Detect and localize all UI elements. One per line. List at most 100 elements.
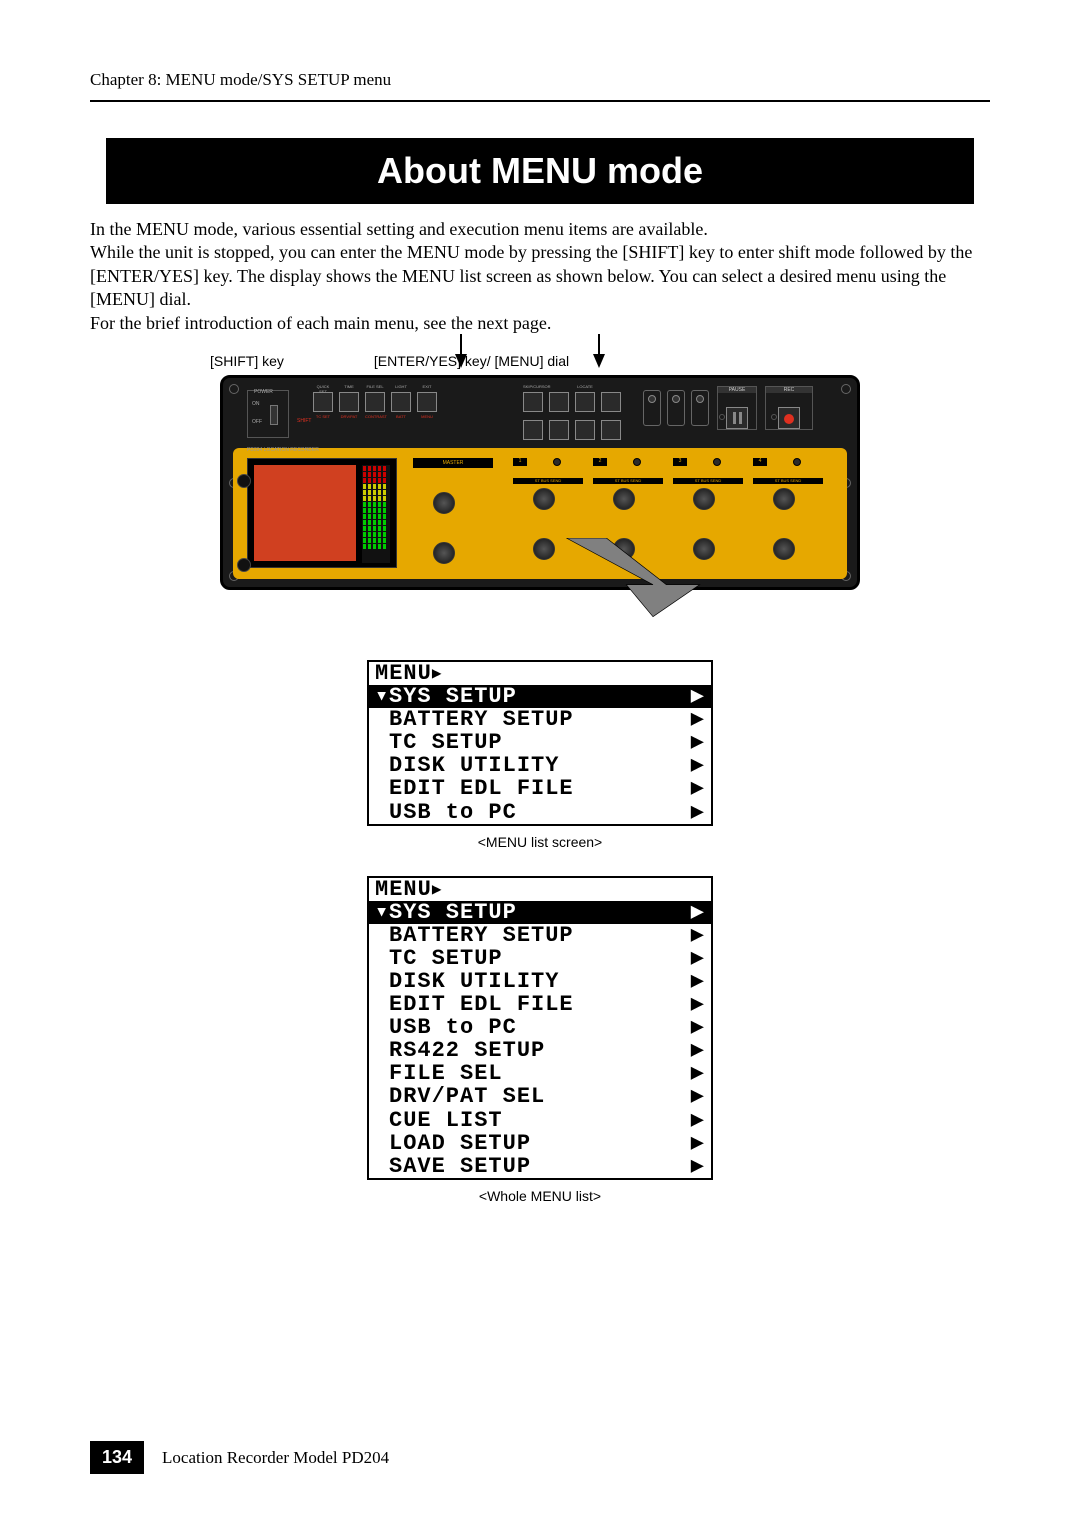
triangle-right-icon: ▶ bbox=[432, 881, 443, 899]
rec-button[interactable] bbox=[778, 407, 800, 429]
menu-list-screen: MENU▶ ▾ SYS SETUP ▶ BATTERY SETUP▶TC SET… bbox=[367, 660, 713, 826]
device-button[interactable] bbox=[523, 392, 543, 412]
triangle-right-icon: ▶ bbox=[691, 685, 705, 708]
power-switch-block[interactable]: POWER ON OFF bbox=[247, 390, 289, 438]
menu-item-label: EDIT EDL FILE bbox=[389, 993, 691, 1016]
menu-item-lead bbox=[375, 1132, 389, 1155]
menu-item-lead bbox=[375, 1062, 389, 1085]
menu-item-label: DRV/PAT SEL bbox=[389, 1085, 691, 1108]
rec-block: REC bbox=[765, 386, 813, 430]
menu-item-label: SYS SETUP bbox=[389, 685, 691, 708]
triangle-right-icon: ▶ bbox=[691, 801, 705, 824]
device-button[interactable] bbox=[417, 392, 437, 412]
triangle-right-icon: ▶ bbox=[691, 970, 705, 993]
triangle-right-icon: ▶ bbox=[691, 1085, 705, 1108]
toggle-switch[interactable] bbox=[643, 390, 661, 426]
menu-item[interactable]: EDIT EDL FILE▶ bbox=[369, 777, 711, 800]
power-switch[interactable] bbox=[270, 405, 278, 425]
triangle-right-icon: ▶ bbox=[691, 947, 705, 970]
menu-item-lead bbox=[375, 1016, 389, 1039]
device-button[interactable] bbox=[575, 420, 595, 440]
channel-send-knob[interactable] bbox=[533, 488, 555, 510]
menu-item[interactable]: RS422 SETUP▶ bbox=[369, 1039, 711, 1062]
master-label: MASTER bbox=[413, 458, 493, 468]
device-button[interactable] bbox=[339, 392, 359, 412]
menu-item[interactable]: DISK UTILITY▶ bbox=[369, 754, 711, 777]
menu-item-label: EDIT EDL FILE bbox=[389, 777, 691, 800]
master-knob-2[interactable] bbox=[433, 542, 455, 564]
device-button[interactable] bbox=[523, 420, 543, 440]
menu-item[interactable]: USB to PC▶ bbox=[369, 801, 711, 824]
menu-item-label: DISK UTILITY bbox=[389, 970, 691, 993]
menu-item[interactable]: EDIT EDL FILE▶ bbox=[369, 993, 711, 1016]
toggle-switch[interactable] bbox=[691, 390, 709, 426]
shift-key-label: [SHIFT] key bbox=[210, 353, 370, 369]
menu-item-lead bbox=[375, 1109, 389, 1132]
channel-led bbox=[713, 458, 721, 466]
monitor-knob[interactable] bbox=[237, 474, 251, 488]
menu-item[interactable]: BATTERY SETUP▶ bbox=[369, 708, 711, 731]
master-knob[interactable] bbox=[433, 492, 455, 514]
button-top-label: SKIP/CURSOR bbox=[523, 384, 543, 389]
footer-text: Location Recorder Model PD204 bbox=[162, 1448, 389, 1468]
triangle-right-icon: ▶ bbox=[691, 924, 705, 947]
menu-item-label: LOAD SETUP bbox=[389, 1132, 691, 1155]
row1-bottom-labels: TC SETDRV/PATCONTRASTBATTMENU bbox=[313, 414, 437, 419]
device-top-panel: POWER ON OFF SHIFT QUICK SETTIMEFILE SEL… bbox=[233, 386, 847, 442]
device-button[interactable] bbox=[601, 420, 621, 440]
pause-label: PAUSE bbox=[718, 387, 756, 393]
menu-item-label: BATTERY SETUP bbox=[389, 924, 691, 947]
menu-item[interactable]: FILE SEL▶ bbox=[369, 1062, 711, 1085]
toggle-switch[interactable] bbox=[667, 390, 685, 426]
device-button[interactable] bbox=[391, 392, 411, 412]
menu-item[interactable]: SAVE SETUP▶ bbox=[369, 1155, 711, 1178]
device-button[interactable] bbox=[549, 392, 569, 412]
channel-number: 1 bbox=[513, 458, 527, 466]
menu-item[interactable]: TC SETUP▶ bbox=[369, 947, 711, 970]
device-button[interactable] bbox=[313, 392, 333, 412]
menu-item[interactable]: BATTERY SETUP▶ bbox=[369, 924, 711, 947]
menu-item[interactable]: TC SETUP▶ bbox=[369, 731, 711, 754]
device-button[interactable] bbox=[601, 392, 621, 412]
menu-item-lead bbox=[375, 731, 389, 754]
lcd-display-area bbox=[254, 465, 356, 561]
menu-item-lead bbox=[375, 777, 389, 800]
menu-item-label: BATTERY SETUP bbox=[389, 708, 691, 731]
device-button[interactable] bbox=[365, 392, 385, 412]
channel-section-label: ST BUS SEND bbox=[593, 478, 663, 484]
device-button[interactable] bbox=[549, 420, 569, 440]
power-off-label: OFF bbox=[252, 419, 262, 425]
menu-item[interactable]: LOAD SETUP▶ bbox=[369, 1132, 711, 1155]
button-top-label bbox=[601, 384, 621, 389]
level-meter bbox=[362, 465, 390, 563]
menu-item[interactable]: DISK UTILITY▶ bbox=[369, 970, 711, 993]
triangle-down-icon: ▾ bbox=[375, 901, 389, 924]
menu-item-selected[interactable]: ▾ SYS SETUP ▶ bbox=[369, 901, 711, 924]
menu-item[interactable]: USB to PC▶ bbox=[369, 1016, 711, 1039]
button-top-label bbox=[549, 384, 569, 389]
device-button[interactable] bbox=[575, 392, 595, 412]
triangle-right-icon: ▶ bbox=[691, 754, 705, 777]
button-bottom-label: TC SET bbox=[313, 414, 333, 419]
channel-send-knob[interactable] bbox=[773, 488, 795, 510]
channel-number: 4 bbox=[753, 458, 767, 466]
menu-item-selected[interactable]: ▾ SYS SETUP ▶ bbox=[369, 685, 711, 708]
triangle-right-icon: ▶ bbox=[691, 1109, 705, 1132]
menu-item-label: USB to PC bbox=[389, 1016, 691, 1039]
menu2-caption: <Whole MENU list> bbox=[90, 1188, 990, 1204]
callout-arrow bbox=[523, 538, 783, 618]
pointer-arrow-icon bbox=[455, 354, 467, 368]
channel-send-knob[interactable] bbox=[693, 488, 715, 510]
section-title: About MENU mode bbox=[106, 138, 974, 204]
pointer-arrow-icon bbox=[593, 354, 605, 368]
channel-number: 3 bbox=[673, 458, 687, 466]
menu-item[interactable]: CUE LIST▶ bbox=[369, 1109, 711, 1132]
menu-item[interactable]: DRV/PAT SEL▶ bbox=[369, 1085, 711, 1108]
phones-knob[interactable] bbox=[237, 558, 251, 572]
pause-button[interactable] bbox=[726, 407, 748, 429]
triangle-right-icon: ▶ bbox=[691, 1039, 705, 1062]
channel-send-knob[interactable] bbox=[613, 488, 635, 510]
channel-led bbox=[633, 458, 641, 466]
channel-number: 2 bbox=[593, 458, 607, 466]
button-bottom-label: DRV/PAT bbox=[339, 414, 359, 419]
